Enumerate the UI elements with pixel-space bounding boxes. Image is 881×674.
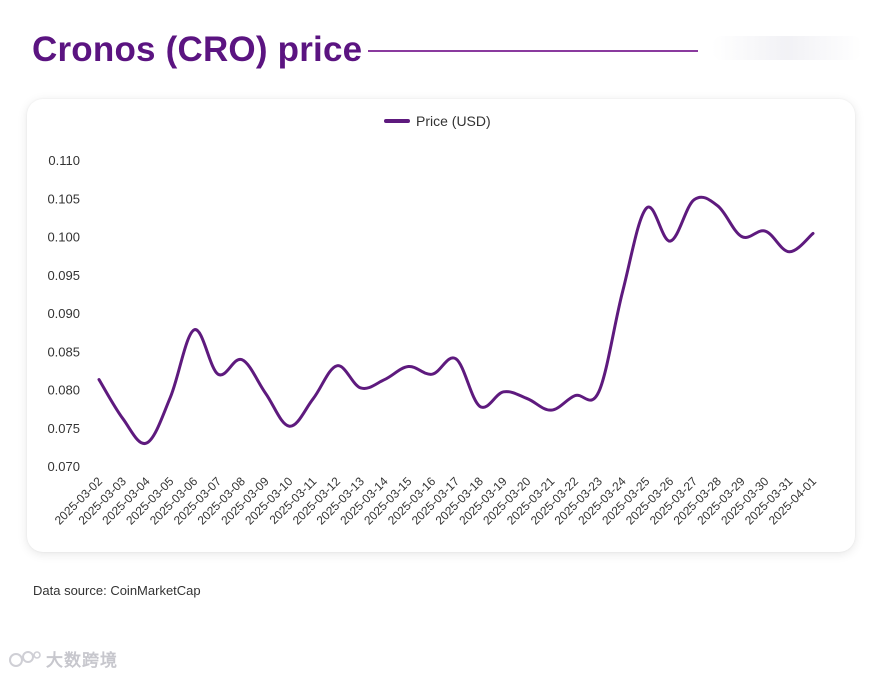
y-tick-label: 0.090 — [47, 306, 80, 321]
data-point-2025-03-08[interactable] — [238, 356, 246, 364]
data-point-2025-03-26[interactable] — [666, 237, 674, 245]
data-point-2025-03-02[interactable] — [95, 376, 103, 384]
data-point-2025-03-04[interactable] — [143, 439, 151, 447]
x-axis: 2025-03-022025-03-032025-03-042025-03-05… — [52, 474, 820, 528]
watermark-logo-icon — [9, 650, 41, 667]
y-tick-label: 0.095 — [47, 268, 80, 283]
data-point-2025-03-28[interactable] — [714, 202, 722, 210]
legend-label: Price (USD) — [416, 113, 491, 129]
data-point-2025-03-12[interactable] — [333, 362, 341, 370]
y-tick-label: 0.070 — [47, 459, 80, 474]
title-rule — [368, 50, 698, 52]
data-point-2025-03-19[interactable] — [500, 388, 508, 396]
data-point-2025-03-11[interactable] — [309, 395, 317, 403]
data-point-2025-03-14[interactable] — [381, 376, 389, 384]
data-point-2025-03-31[interactable] — [785, 248, 793, 256]
data-point-2025-04-01[interactable] — [809, 229, 817, 237]
y-tick-label: 0.085 — [47, 344, 80, 359]
data-point-2025-03-03[interactable] — [119, 415, 127, 423]
data-point-2025-03-05[interactable] — [166, 393, 174, 401]
series-line-price — [97, 195, 815, 446]
data-source-note: Data source: CoinMarketCap — [33, 583, 201, 598]
data-point-2025-03-06[interactable] — [190, 326, 198, 334]
faint-logo-mark — [712, 36, 862, 60]
data-point-2025-03-27[interactable] — [690, 196, 698, 204]
y-tick-label: 0.105 — [47, 191, 80, 206]
data-points — [95, 196, 817, 447]
data-point-2025-03-24[interactable] — [619, 288, 627, 296]
data-point-2025-03-21[interactable] — [547, 406, 555, 414]
y-tick-label: 0.110 — [48, 153, 80, 168]
data-point-2025-03-07[interactable] — [214, 370, 222, 378]
data-point-2025-03-20[interactable] — [523, 395, 531, 403]
watermark-text: 大数跨境 — [46, 651, 118, 670]
watermark: 大数跨境 — [8, 646, 118, 671]
data-point-2025-03-16[interactable] — [428, 370, 436, 378]
data-point-2025-03-30[interactable] — [761, 227, 769, 235]
data-point-2025-03-09[interactable] — [262, 389, 270, 397]
chart-card: Price (USD) 0.110 0.105 0.100 0.095 0.090 0.0… — [27, 99, 855, 552]
data-point-2025-03-22[interactable] — [571, 392, 579, 400]
y-tick-label: 0.075 — [47, 421, 80, 436]
chart-legend[interactable]: Price (USD) — [384, 113, 491, 129]
data-point-2025-03-17[interactable] — [452, 355, 460, 363]
y-axis: 0.110 0.105 0.100 0.095 0.090 0.085 0.080 0.075… — [47, 153, 80, 474]
data-point-2025-03-13[interactable] — [357, 384, 365, 392]
data-point-2025-03-10[interactable] — [285, 422, 293, 430]
y-tick-label: 0.100 — [47, 230, 80, 245]
data-point-2025-03-15[interactable] — [404, 363, 412, 371]
data-point-2025-03-29[interactable] — [738, 233, 746, 241]
data-point-2025-03-23[interactable] — [595, 388, 603, 396]
data-point-2025-03-18[interactable] — [476, 402, 484, 410]
data-point-2025-03-25[interactable] — [642, 204, 650, 212]
page-title: Cronos (CRO) price — [32, 30, 363, 69]
price-line-chart: Price (USD) 0.110 0.105 0.100 0.095 0.090 0.0… — [47, 113, 820, 528]
y-tick-label: 0.080 — [47, 383, 80, 398]
